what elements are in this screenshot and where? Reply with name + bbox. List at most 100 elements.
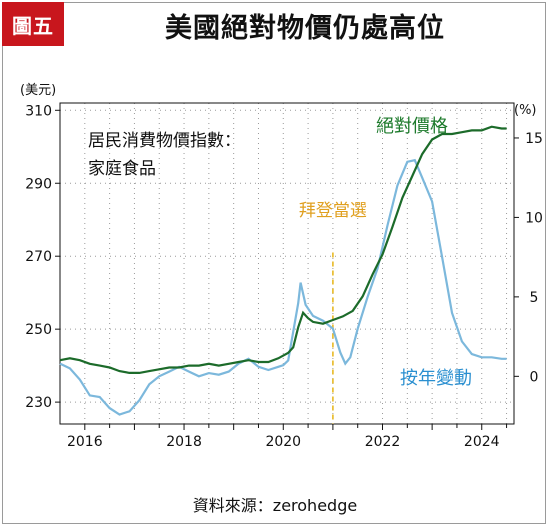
point-yoy [461, 340, 463, 342]
point-yoy [257, 366, 259, 368]
point-yoy [178, 366, 180, 368]
point-yoy [386, 224, 388, 226]
left-tick-label: 290 [25, 176, 52, 192]
point-absolute [267, 361, 269, 363]
point-absolute [257, 361, 259, 363]
point-yoy [188, 370, 190, 372]
point-yoy [366, 296, 368, 298]
point-yoy [227, 370, 229, 372]
point-yoy [414, 159, 416, 161]
point-absolute [108, 366, 110, 368]
left-axis-unit: (美元) [20, 83, 56, 98]
point-yoy [287, 359, 289, 361]
point-absolute [505, 127, 507, 129]
point-yoy [237, 362, 239, 364]
point-absolute [481, 129, 483, 131]
source-note: 資料來源：zerohedge [192, 496, 358, 515]
point-yoy [304, 304, 306, 306]
point-yoy [128, 410, 130, 412]
right-tick-label: 5 [530, 290, 539, 306]
x-tick-label: 2022 [365, 434, 401, 450]
point-yoy [277, 366, 279, 368]
point-absolute [411, 175, 413, 177]
point-absolute [168, 366, 170, 368]
axis-layer: 230 250 270 290 310 0 5 10 15 2016 2018 2020 2022 202… [25, 103, 543, 450]
point-absolute [89, 363, 91, 365]
point-yoy [500, 358, 502, 360]
point-yoy [247, 358, 249, 360]
point-yoy [376, 267, 378, 269]
point-absolute [69, 357, 71, 359]
label-yoy-change: 按年變動 [400, 368, 472, 389]
chart-frame [2, 2, 546, 524]
point-yoy [299, 281, 301, 283]
point-absolute [277, 357, 279, 359]
point-yoy [267, 369, 269, 371]
point-absolute [287, 352, 289, 354]
point-absolute [302, 312, 304, 314]
point-absolute [381, 253, 383, 255]
point-yoy [344, 362, 346, 364]
point-absolute [198, 364, 200, 366]
x-tick-label: 2018 [166, 434, 202, 450]
point-yoy [421, 176, 423, 178]
point-yoy [339, 351, 341, 353]
point-yoy [118, 413, 120, 415]
right-axis-unit: (%) [514, 103, 537, 118]
point-yoy [322, 320, 324, 322]
point-yoy [406, 161, 408, 163]
point-yoy [79, 378, 81, 380]
point-yoy [218, 374, 220, 376]
point-absolute [59, 359, 61, 361]
point-yoy [208, 372, 210, 374]
plot-border [59, 102, 515, 425]
point-absolute [148, 370, 150, 372]
point-absolute [292, 346, 294, 348]
point-absolute [79, 359, 81, 361]
point-absolute [332, 319, 334, 321]
point-yoy [168, 370, 170, 372]
point-absolute [490, 126, 492, 128]
point-absolute [227, 363, 229, 365]
x-tick-label: 2020 [265, 434, 301, 450]
left-tick-label: 270 [25, 249, 52, 265]
series-note-line-2: 家庭食品 [88, 159, 156, 179]
point-yoy [349, 356, 351, 358]
point-absolute [471, 129, 473, 131]
point-yoy [282, 364, 284, 366]
x-tick-label: 2016 [67, 434, 103, 450]
point-absolute [371, 273, 373, 275]
point-yoy [451, 312, 453, 314]
point-absolute [431, 138, 433, 140]
point-absolute [128, 372, 130, 374]
series-line-yoy [59, 158, 507, 416]
grid-layer [60, 103, 514, 424]
figure-badge: 圖五 [2, 2, 64, 46]
point-absolute [451, 133, 453, 135]
point-yoy [59, 362, 61, 364]
point-yoy [481, 356, 483, 358]
point-yoy [69, 367, 71, 369]
point-yoy [471, 353, 473, 355]
point-yoy [98, 396, 100, 398]
label-absolute-price: 絕對價格 [376, 116, 448, 137]
left-tick-label: 250 [25, 322, 52, 338]
point-yoy [312, 315, 314, 317]
point-absolute [352, 310, 354, 312]
point-yoy [396, 184, 398, 186]
point-absolute [421, 153, 423, 155]
point-absolute [312, 321, 314, 323]
point-absolute [138, 372, 140, 374]
chart-title: 美國絕對物價仍處高位 [165, 13, 445, 44]
point-absolute [361, 295, 363, 297]
point-absolute [461, 131, 463, 133]
point-absolute [188, 364, 190, 366]
point-absolute [118, 370, 120, 372]
point-absolute [342, 315, 344, 317]
series-line-absolute [59, 125, 507, 374]
left-tick-label: 230 [25, 395, 52, 411]
point-yoy [148, 383, 150, 385]
right-tick-label: 15 [525, 131, 543, 147]
point-yoy [158, 375, 160, 377]
right-tick-label: 0 [530, 369, 539, 385]
